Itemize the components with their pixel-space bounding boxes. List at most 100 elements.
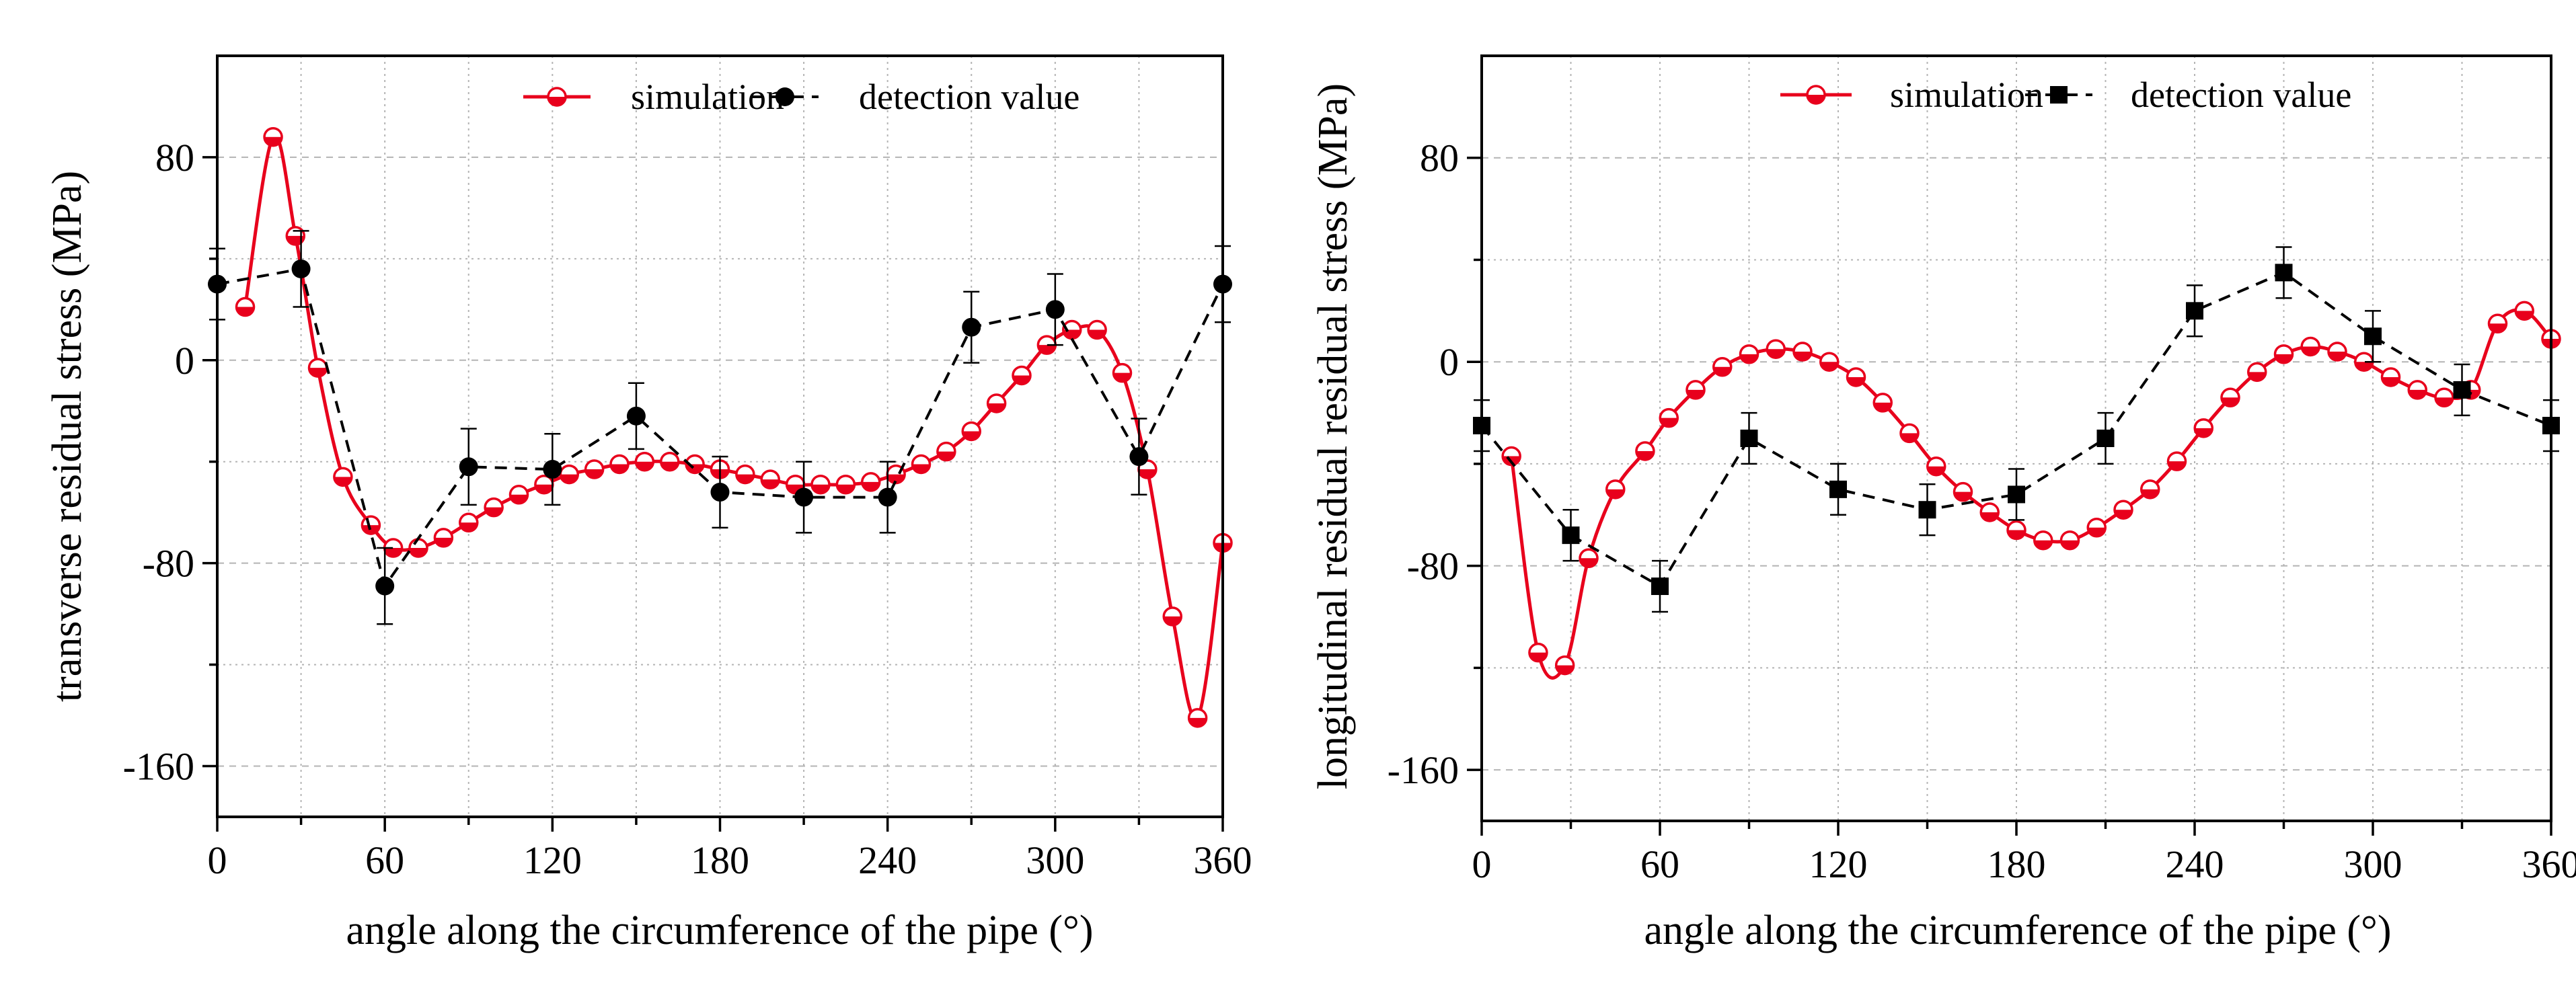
x-tick-label: 240 <box>2166 842 2224 886</box>
data-point-simulation <box>2113 500 2133 520</box>
marker-outline <box>1012 365 1032 386</box>
marker-outline <box>235 296 256 317</box>
data-point-simulation <box>1187 708 1208 728</box>
y-axis-title: longitudinal residual residual stress (M… <box>1310 83 1356 789</box>
data-point-simulation <box>1554 655 1575 676</box>
marker-outline <box>547 87 567 107</box>
data-point-simulation <box>2487 313 2508 334</box>
data-point-detection-value <box>375 576 395 596</box>
data-point-detection-value <box>1651 578 1669 596</box>
marker-outline <box>2273 344 2294 364</box>
marker-outline <box>1792 342 1813 362</box>
legend-item-detection-value: detection value <box>751 77 1079 117</box>
marker-outline <box>861 472 881 492</box>
marker-outline <box>1187 708 1208 728</box>
marker-outline <box>333 467 353 487</box>
marker-outline <box>911 454 932 475</box>
data-point-simulation <box>508 485 529 505</box>
data-point-simulation <box>235 296 256 317</box>
x-tick-label: 300 <box>1026 838 1084 882</box>
legend-marker-simulation <box>1806 85 1826 105</box>
data-point-simulation <box>1685 380 1706 400</box>
data-point-simulation <box>263 126 283 147</box>
data-point-simulation <box>810 474 831 495</box>
data-point-simulation <box>2193 418 2213 438</box>
y-tick-labels: 80 0 -80 -160 <box>123 136 194 789</box>
marker-outline <box>1846 367 1866 387</box>
legend-marker-detection-value <box>775 87 794 106</box>
data-point-simulation <box>2407 380 2427 400</box>
marker-outline <box>735 464 755 485</box>
data-point-simulation <box>433 528 454 548</box>
data-point-simulation <box>2327 342 2347 362</box>
y-tick-label: -80 <box>143 542 194 586</box>
data-point-simulation <box>1766 339 1786 359</box>
series-simulation <box>1501 301 2561 680</box>
marker-outline <box>1112 362 1133 383</box>
x-tick-labels: 0 60 120 180 240 300 360 <box>208 838 1252 882</box>
x-axis-title: angle along the circumference of the pip… <box>1644 908 2392 953</box>
x-tick-label: 240 <box>858 838 917 882</box>
series-simulation <box>235 126 1233 728</box>
data-point-detection-value <box>291 259 311 278</box>
data-point-simulation <box>534 474 554 495</box>
marker-outline <box>2487 313 2508 334</box>
data-point-detection-value <box>1829 480 1847 498</box>
x-tick-label: 300 <box>2344 842 2402 886</box>
marker-outline <box>1087 319 1107 340</box>
data-point-detection-value <box>1740 430 1758 447</box>
data-point-simulation <box>1659 407 1679 428</box>
legend-item-detection-value: detection value <box>2025 75 2351 115</box>
data-point-simulation <box>1846 367 1866 387</box>
marker-outline <box>1712 357 1733 377</box>
marker-outline <box>2327 342 2347 362</box>
marker-outline <box>609 454 630 475</box>
data-point-simulation <box>1528 642 1548 663</box>
chart-panel-longitudinal: 0 60 120 180 240 300 360 80 0 -80 -160 angle alon… <box>1310 54 2576 953</box>
data-point-simulation <box>2033 530 2053 551</box>
series-line-simulation <box>243 134 1225 721</box>
marker-outline <box>1979 502 2000 522</box>
legend: simulation detection value <box>523 77 1079 117</box>
legend-item-simulation: simulation <box>1780 75 2043 115</box>
marker-outline <box>810 474 831 495</box>
data-point-simulation <box>835 474 856 495</box>
marker-outline <box>484 497 504 518</box>
legend-marker-shape <box>1806 85 1826 105</box>
y-tick-label: 0 <box>1439 340 1459 384</box>
data-point-simulation <box>408 538 428 558</box>
legend-label-detection-value: detection value <box>859 77 1079 117</box>
data-point-simulation <box>2273 344 2294 364</box>
x-tick-label: 120 <box>523 838 582 882</box>
data-point-simulation <box>1162 606 1182 627</box>
data-point-simulation <box>660 451 680 472</box>
x-tick-label: 360 <box>2522 842 2576 886</box>
data-point-simulation <box>584 459 605 479</box>
marker-outline <box>936 441 956 462</box>
series-layer <box>1473 246 2561 680</box>
data-point-simulation <box>735 464 755 485</box>
legend-marker-shape <box>547 87 567 107</box>
marker-outline <box>1554 655 1575 676</box>
axis-ticks <box>202 156 1224 832</box>
grid <box>1482 56 2551 821</box>
marker-outline <box>1872 393 1893 413</box>
data-point-detection-value <box>2186 302 2203 320</box>
data-point-simulation <box>961 421 981 442</box>
legend-label-simulation: simulation <box>1890 75 2043 115</box>
data-point-simulation <box>1979 502 2000 522</box>
marker-outline <box>961 421 981 442</box>
marker-outline <box>361 515 381 535</box>
marker-outline <box>760 469 780 489</box>
data-point-detection-value <box>2275 264 2293 282</box>
x-tick-labels: 0 60 120 180 240 300 360 <box>1472 842 2576 886</box>
marker-outline <box>1766 339 1786 359</box>
marker-outline <box>1162 606 1182 627</box>
data-point-detection-value <box>459 457 478 477</box>
x-tick-label: 180 <box>1987 842 2046 886</box>
data-point-simulation <box>307 358 328 378</box>
data-point-simulation <box>2059 530 2080 551</box>
marker-outline <box>986 393 1007 413</box>
marker-outline <box>433 528 454 548</box>
marker-outline <box>1605 479 1626 500</box>
